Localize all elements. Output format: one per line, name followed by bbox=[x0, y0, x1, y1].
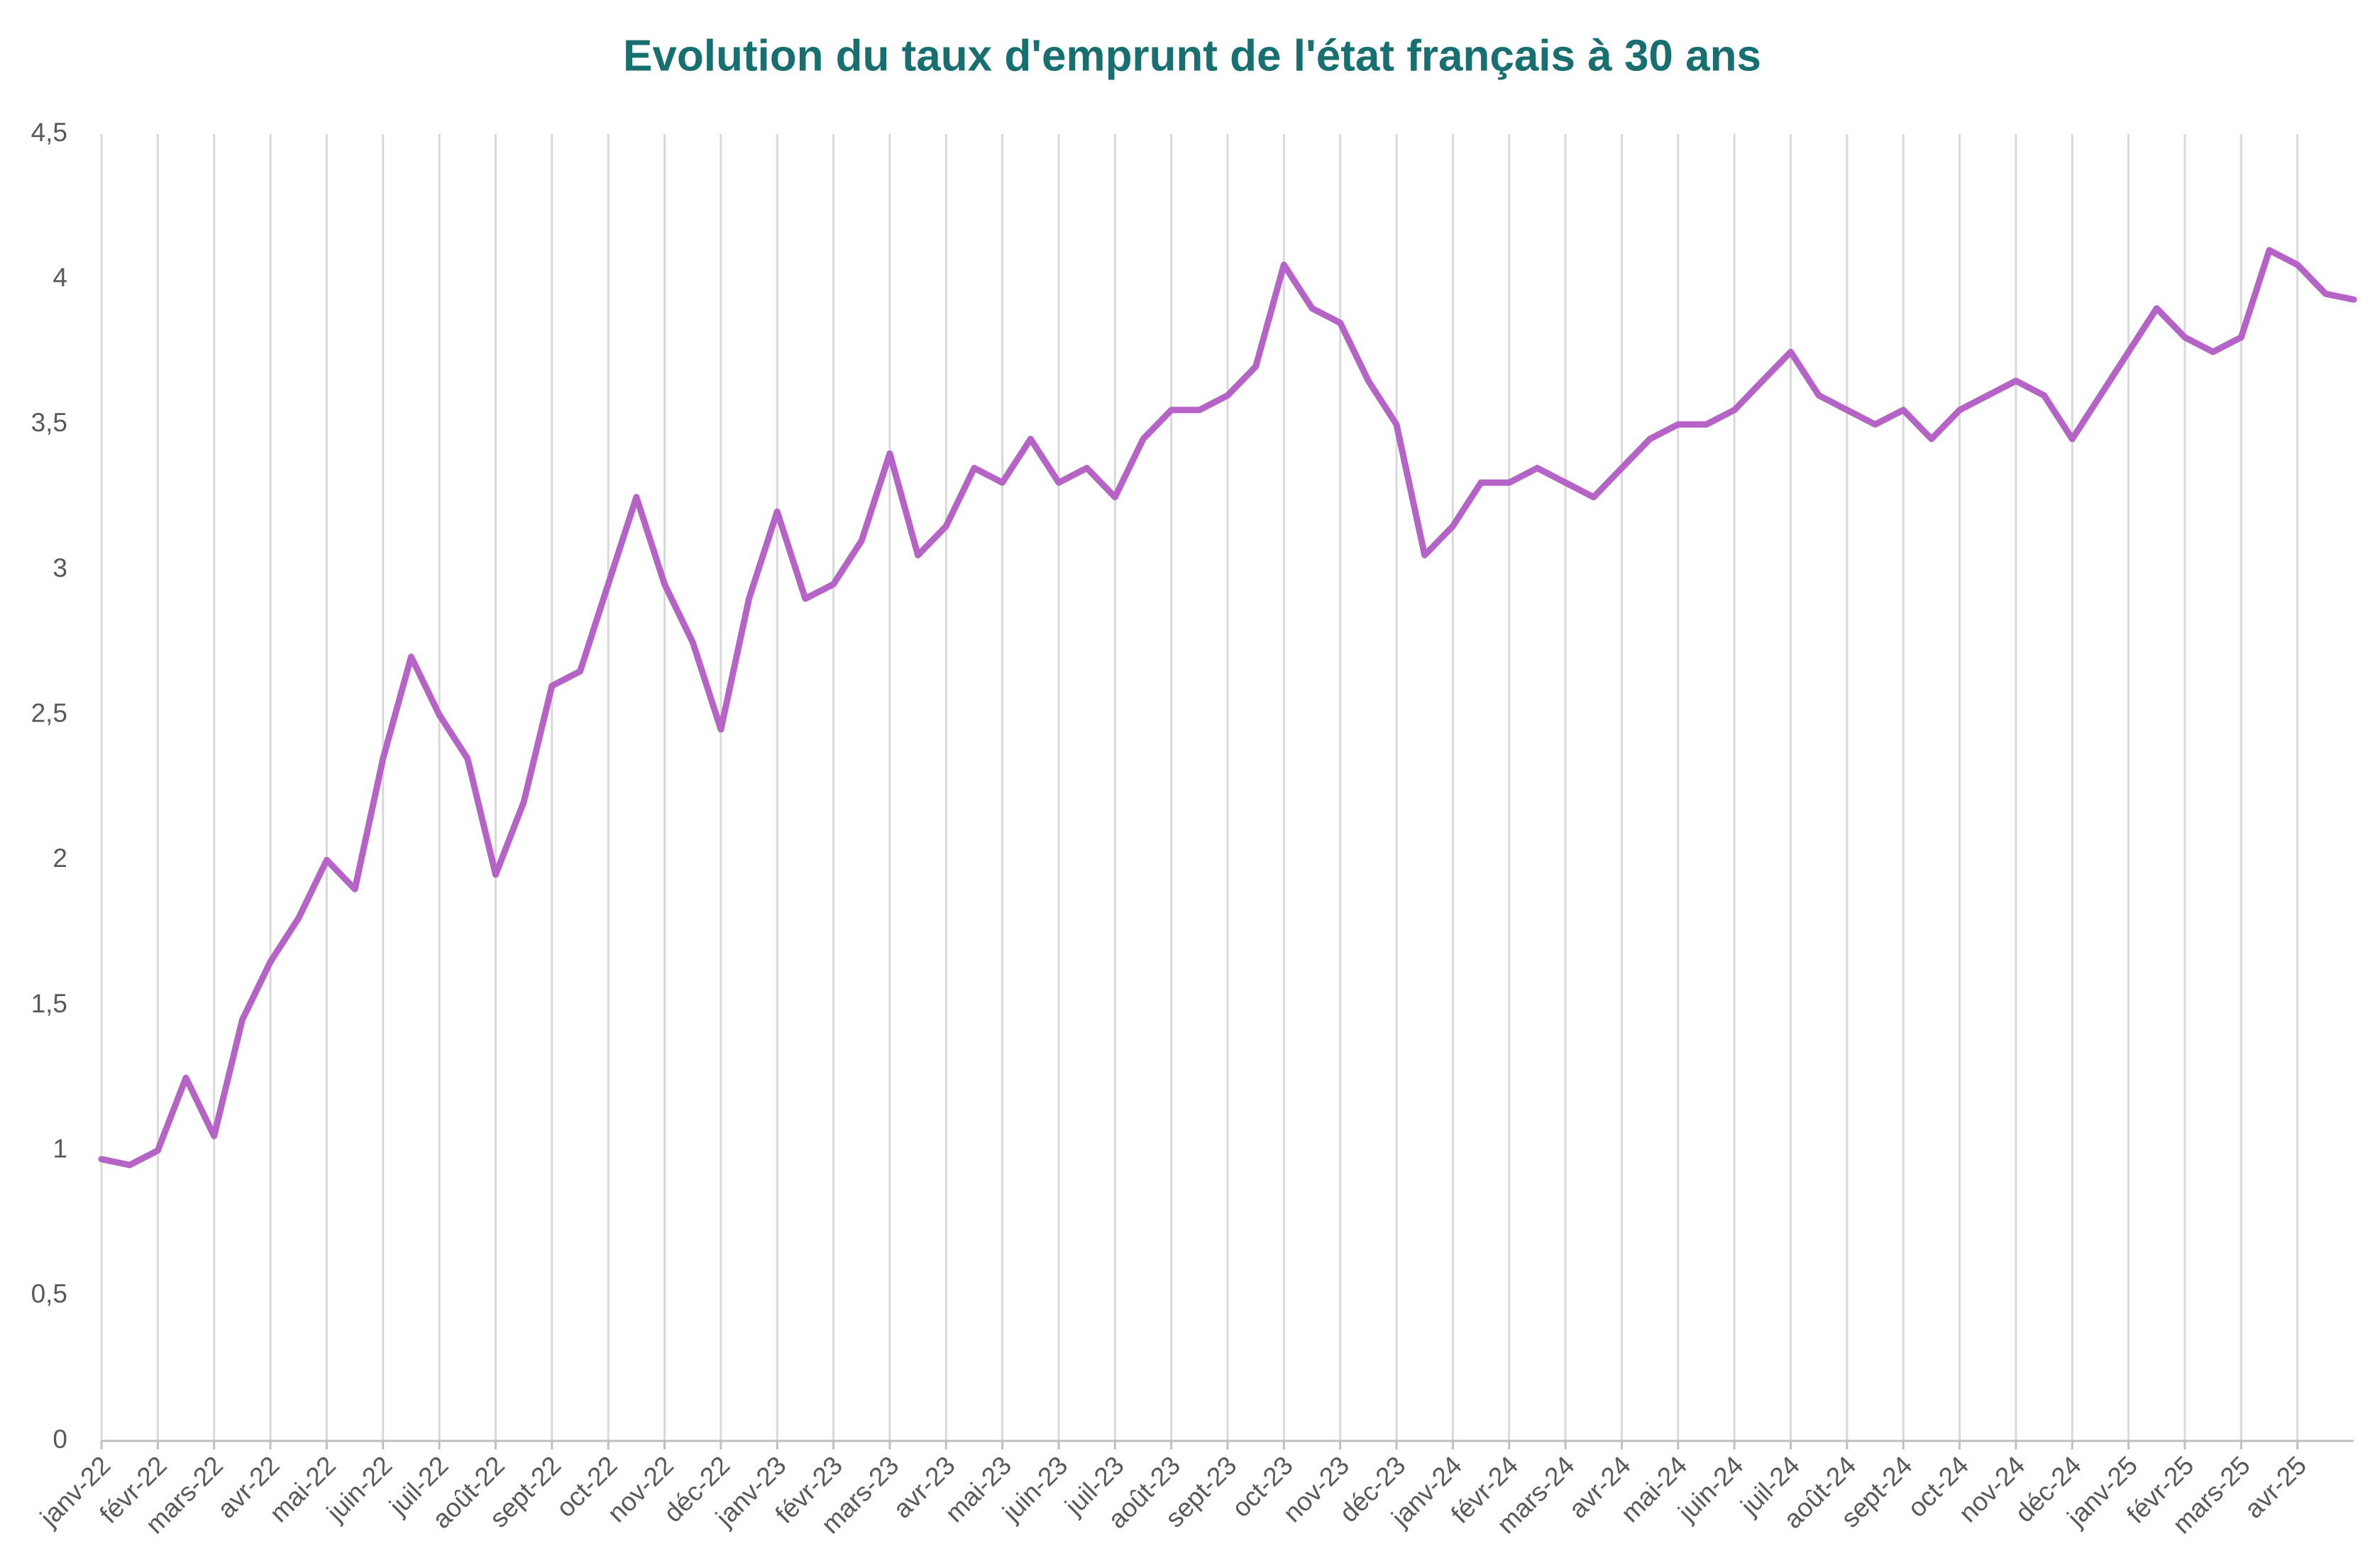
y-tick-label: 2,5 bbox=[31, 698, 67, 727]
y-tick-label: 3,5 bbox=[31, 408, 67, 437]
y-tick-label: 2 bbox=[53, 844, 67, 873]
x-tick-label: juin-23 bbox=[996, 1451, 1073, 1527]
y-tick-label: 0 bbox=[53, 1425, 67, 1454]
chart-title: Evolution du taux d'emprunt de l'état fr… bbox=[623, 31, 1761, 80]
y-tick-label: 1 bbox=[53, 1134, 67, 1163]
y-tick-label: 1,5 bbox=[31, 989, 67, 1018]
x-tick-label: janv-22 bbox=[34, 1451, 116, 1533]
y-tick-label: 4 bbox=[53, 262, 67, 292]
y-tick-label: 3 bbox=[53, 553, 67, 582]
line-series bbox=[98, 247, 2357, 1168]
x-tick-label: juin-24 bbox=[1672, 1451, 1748, 1527]
y-tick-label: 0,5 bbox=[31, 1279, 67, 1308]
x-tick-label: avr-25 bbox=[2239, 1451, 2312, 1524]
y-tick-label: 4,5 bbox=[31, 118, 67, 147]
x-tick-label: juin-22 bbox=[321, 1451, 397, 1527]
